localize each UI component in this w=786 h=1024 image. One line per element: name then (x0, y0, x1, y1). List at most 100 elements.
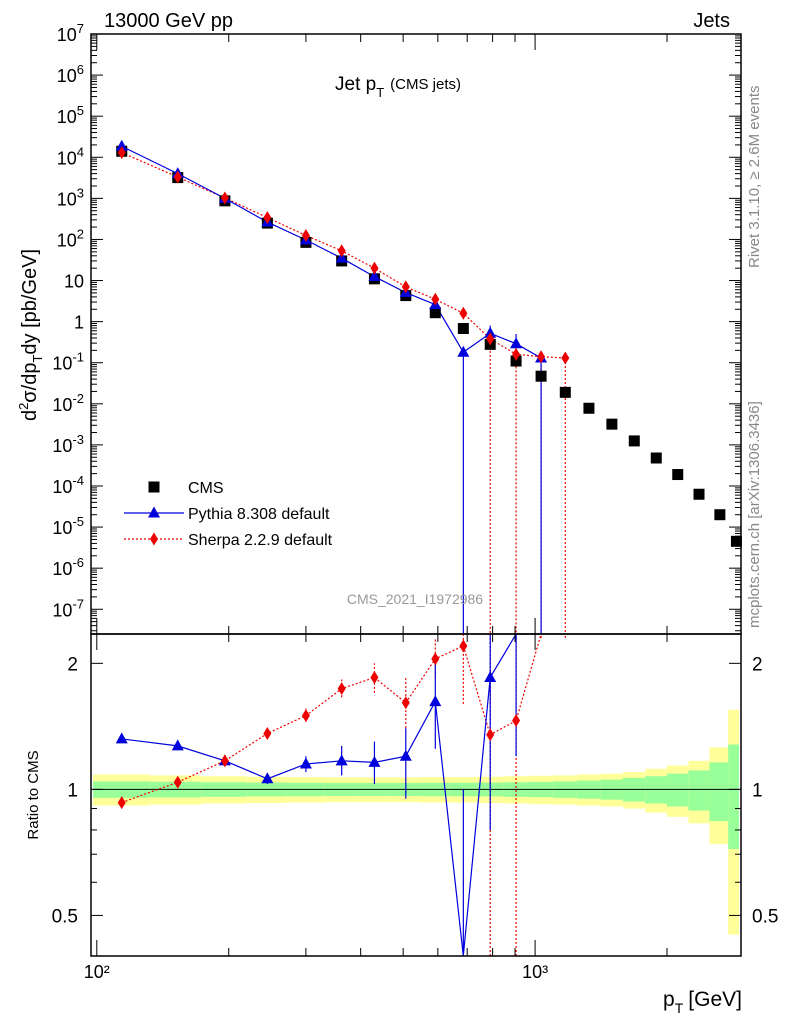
ratio-y-tick-label-left: 0.5 (52, 906, 78, 927)
x-axis-label-main: p (663, 988, 675, 1011)
y-tick-label: 10-1 (52, 350, 84, 374)
y-tick-label: 10-2 (52, 391, 84, 415)
y-tick-label: 10-5 (52, 514, 84, 538)
sherpa-point (486, 332, 495, 346)
sherpa-ratio-point (117, 796, 126, 810)
ratio-uncertainty-bands (93, 709, 739, 935)
collision-energy-label: 13000 GeV pp (104, 10, 233, 32)
x-tick-label: 10² (84, 962, 110, 982)
ratio-y-axis-label: Ratio to CMS (25, 750, 42, 839)
x-axis-label-unit: [GeV] (688, 988, 742, 1011)
pythia-ratio-point (429, 695, 442, 707)
cms-point (672, 469, 684, 481)
sherpa-ratio-point (337, 682, 346, 696)
y-tick-label: 10-4 (52, 473, 84, 497)
plot-title: Jet pT (CMS jets) (335, 74, 461, 100)
sherpa-ratio-point (401, 696, 410, 710)
pythia-ratio-point (399, 749, 412, 761)
legend-label: Pythia 8.308 default (188, 506, 330, 523)
sherpa-ratio-point (512, 714, 521, 728)
legend-label: Sherpa 2.2.9 default (188, 532, 333, 549)
ratio-y-tick-label-right: 2 (752, 654, 763, 675)
y-tick-label: 105 (57, 103, 84, 127)
cms-point (628, 435, 640, 447)
sherpa-point (301, 228, 310, 242)
pythia-main-line (121, 145, 542, 359)
sherpa-ratio-point (431, 652, 440, 666)
sherpa-point (512, 347, 521, 361)
y-tick-label: 106 (57, 62, 84, 86)
sherpa-point (537, 350, 546, 364)
y-axis-label: d2σ/dpTdy [pb/GeV] (16, 249, 45, 421)
ratio-panel-frame (90, 633, 742, 957)
y-tick-label: 103 (57, 185, 84, 209)
x-axis-label: pT [GeV] (663, 988, 742, 1016)
ratio-y-tick-label-right: 0.5 (752, 906, 778, 927)
sherpa-point (401, 280, 410, 294)
cms-point (510, 355, 522, 367)
x-tick-label: 10³ (522, 962, 548, 982)
mcplots-reference-label: mcplots.cern.ch [arXiv:1306.3436] (746, 401, 763, 628)
pythia-ratio-point (484, 671, 497, 683)
cms-point (650, 452, 662, 464)
sherpa-point (561, 351, 570, 365)
sherpa-point (459, 306, 468, 320)
sherpa-ratio-point (459, 639, 468, 653)
plot-title-main: Jet p (335, 74, 376, 95)
y-tick-label: 10 (64, 272, 84, 292)
sherpa-ratio-line (121, 633, 566, 804)
pythia-point (368, 270, 381, 282)
sherpa-point (263, 211, 272, 225)
green-band-bin (709, 762, 729, 822)
analysis-watermark: CMS_2021_I1972986 (347, 591, 483, 607)
cms-point (559, 386, 571, 398)
sherpa-point (337, 244, 346, 258)
ratio-y-tick-label-right: 1 (752, 780, 763, 801)
pythia-point (484, 326, 497, 338)
pythia-ratio-point (115, 732, 128, 744)
sherpa-ratio-point (486, 728, 495, 742)
cms-point (714, 509, 726, 521)
y-tick-label: 104 (57, 144, 84, 168)
legend: CMS Pythia 8.308 default Sherpa 2.2.9 defa… (124, 480, 333, 549)
green-band-bin (645, 776, 668, 804)
pythia-ratio-point (171, 739, 184, 751)
cms-point (457, 323, 469, 335)
pythia-ratio-point (299, 757, 312, 769)
y-tick-label: 1 (74, 313, 84, 333)
legend-marker-pythia (148, 506, 160, 518)
rivet-version-label: Rivet 3.1.10, ≥ 2.6M events (746, 85, 763, 269)
sherpa-ratio-point (263, 726, 272, 740)
y-tick-label: 10-7 (52, 596, 84, 620)
jets-label: Jets (693, 10, 730, 32)
sherpa-ratio-point (301, 709, 310, 723)
series-layer (115, 139, 742, 957)
cms-point (693, 488, 705, 500)
plot-title-extra: (CMS jets) (390, 76, 461, 93)
pythia-point (115, 139, 128, 151)
pythia-ratio-point (261, 772, 274, 784)
sherpa-main-line (121, 152, 566, 359)
y-tick-label: 102 (57, 226, 84, 250)
cms-point (429, 307, 441, 319)
sherpa-point (431, 292, 440, 306)
green-band-bin (728, 744, 739, 850)
legend-label: CMS (188, 480, 224, 497)
cms-point (535, 370, 547, 382)
y-tick-label: 10-6 (52, 555, 84, 579)
cms-point (730, 535, 742, 547)
cms-point (606, 418, 618, 430)
sherpa-point (370, 261, 379, 275)
sherpa-ratio-point (220, 754, 229, 768)
pythia-ratio-point (335, 754, 348, 766)
plot-title-sub: T (376, 85, 384, 100)
pythia-ratio-point (368, 755, 381, 767)
sherpa-point (173, 170, 182, 184)
sherpa-ratio-point (370, 671, 379, 685)
legend-marker-cms (148, 481, 160, 493)
x-axis-label-sub: T (675, 1000, 684, 1016)
legend-marker-sherpa (150, 532, 158, 546)
pythia-point (510, 337, 523, 349)
sherpa-point (117, 146, 126, 160)
